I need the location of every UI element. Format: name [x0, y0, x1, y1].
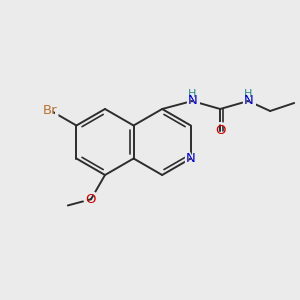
Text: O: O: [86, 193, 96, 206]
Text: O: O: [215, 124, 225, 137]
Text: Br: Br: [43, 104, 58, 117]
Text: N: N: [184, 92, 201, 110]
Text: H: H: [244, 89, 252, 99]
Text: H: H: [188, 89, 196, 99]
Text: N: N: [187, 94, 197, 107]
Text: N: N: [186, 152, 196, 165]
Text: N: N: [182, 149, 199, 168]
Text: O: O: [212, 122, 229, 140]
Text: Br: Br: [38, 101, 63, 120]
Text: N: N: [240, 92, 256, 110]
Text: N: N: [243, 94, 253, 107]
Text: O: O: [82, 190, 100, 209]
